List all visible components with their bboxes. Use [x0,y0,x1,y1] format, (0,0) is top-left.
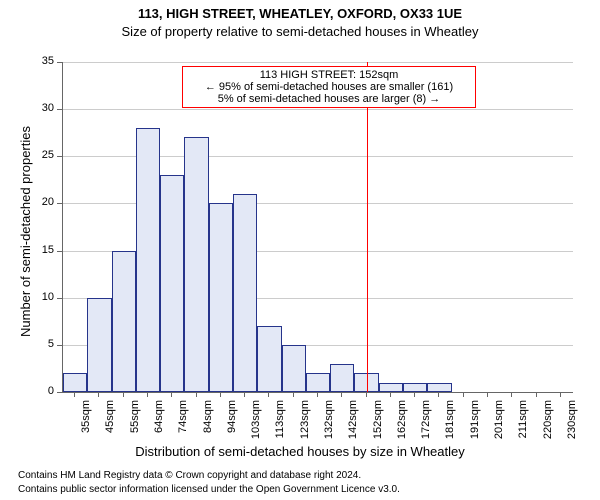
bar [112,251,136,392]
y-tick [57,62,62,63]
x-tick [414,392,415,397]
x-tick-label: 55sqm [129,400,141,440]
x-tick [487,392,488,397]
y-tick-label: 0 [28,385,54,397]
x-tick-label: 103sqm [250,400,262,440]
x-tick-label: 123sqm [299,400,311,440]
bar [209,203,233,392]
x-tick-label: 191sqm [469,400,481,440]
x-tick [536,392,537,397]
x-tick-label: 181sqm [444,400,456,440]
gridline [63,62,573,63]
bar [306,373,330,392]
x-tick-label: 201sqm [493,400,505,440]
footer-line-2: Contains public sector information licen… [18,484,400,495]
x-tick [463,392,464,397]
x-tick-label: 172sqm [420,400,432,440]
y-tick [57,109,62,110]
y-tick [57,298,62,299]
annotation-line: ← 95% of semi-detached houses are smalle… [189,81,469,93]
y-tick-label: 5 [28,338,54,350]
footer-line-1: Contains HM Land Registry data © Crown c… [18,470,361,481]
bar [63,373,87,392]
x-tick-label: 230sqm [566,400,578,440]
bar [403,383,427,392]
x-tick-label: 84sqm [202,400,214,440]
x-axis-label: Distribution of semi-detached houses by … [0,444,600,459]
gridline [63,109,573,110]
bar [330,364,354,392]
annotation-line: 5% of semi-detached houses are larger (8… [189,93,469,105]
bar [427,383,451,392]
bar [257,326,281,392]
x-tick [341,392,342,397]
x-tick [74,392,75,397]
x-tick [293,392,294,397]
x-tick [438,392,439,397]
y-tick [57,251,62,252]
annotation-box: 113 HIGH STREET: 152sqm← 95% of semi-det… [182,66,476,108]
x-tick-label: 35sqm [80,400,92,440]
y-tick-label: 20 [28,196,54,208]
bar [184,137,208,392]
bar [379,383,403,392]
x-tick [244,392,245,397]
x-tick-label: 211sqm [517,400,529,440]
y-tick [57,203,62,204]
x-tick [123,392,124,397]
x-tick-label: 94sqm [226,400,238,440]
x-tick [560,392,561,397]
chart-container: 113, HIGH STREET, WHEATLEY, OXFORD, OX33… [0,0,600,500]
x-tick-label: 132sqm [323,400,335,440]
x-tick [196,392,197,397]
bar [282,345,306,392]
bar [136,128,160,392]
y-tick-label: 25 [28,149,54,161]
annotation-line: 113 HIGH STREET: 152sqm [189,69,469,81]
y-tick-label: 35 [28,55,54,67]
x-tick-label: 220sqm [542,400,554,440]
x-tick-label: 142sqm [347,400,359,440]
chart-subtitle: Size of property relative to semi-detach… [0,24,600,39]
x-tick [317,392,318,397]
bar [233,194,257,392]
y-tick [57,156,62,157]
x-tick [171,392,172,397]
x-tick-label: 113sqm [274,400,286,440]
x-tick [98,392,99,397]
x-tick [511,392,512,397]
x-tick [390,392,391,397]
bar [160,175,184,392]
y-tick [57,345,62,346]
x-tick-label: 162sqm [396,400,408,440]
y-tick [57,392,62,393]
x-tick [220,392,221,397]
x-tick-label: 74sqm [177,400,189,440]
x-tick [366,392,367,397]
x-tick-label: 64sqm [153,400,165,440]
chart-title: 113, HIGH STREET, WHEATLEY, OXFORD, OX33… [0,6,600,21]
y-tick-label: 30 [28,102,54,114]
plot-area [62,62,573,393]
y-tick-label: 10 [28,291,54,303]
reference-line [367,62,368,392]
x-tick-label: 45sqm [104,400,116,440]
x-tick-label: 152sqm [372,400,384,440]
bar [87,298,111,392]
x-tick [268,392,269,397]
y-tick-label: 15 [28,244,54,256]
x-tick [147,392,148,397]
